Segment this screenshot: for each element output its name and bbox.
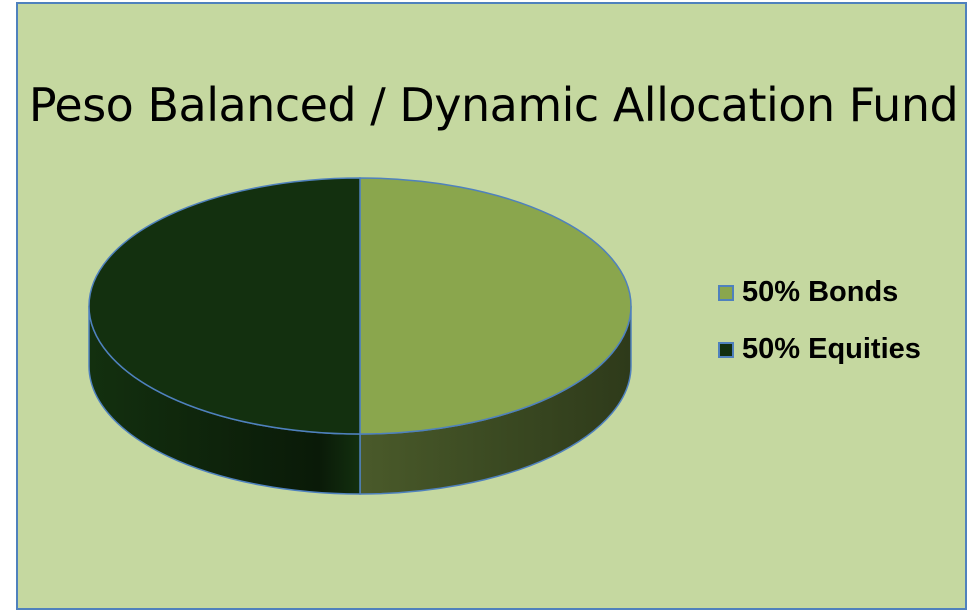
chart-title: Peso Balanced / Dynamic Allocation Fund [28, 78, 959, 132]
chart-area: Peso Balanced / Dynamic Allocation Fund … [16, 2, 967, 610]
legend-swatch-equities [718, 341, 734, 358]
pie-chart [88, 177, 632, 495]
pie-slice-bonds [359, 177, 632, 435]
legend-label-bonds: 50% Bonds [742, 276, 899, 308]
pie-slice-equities [88, 177, 361, 435]
legend: 50% Bonds 50% Equities [718, 264, 921, 378]
legend-item-bonds: 50% Bonds [718, 264, 921, 321]
legend-swatch-bonds [718, 284, 734, 301]
legend-item-equities: 50% Equities [718, 321, 921, 378]
legend-label-equities: 50% Equities [742, 333, 921, 365]
